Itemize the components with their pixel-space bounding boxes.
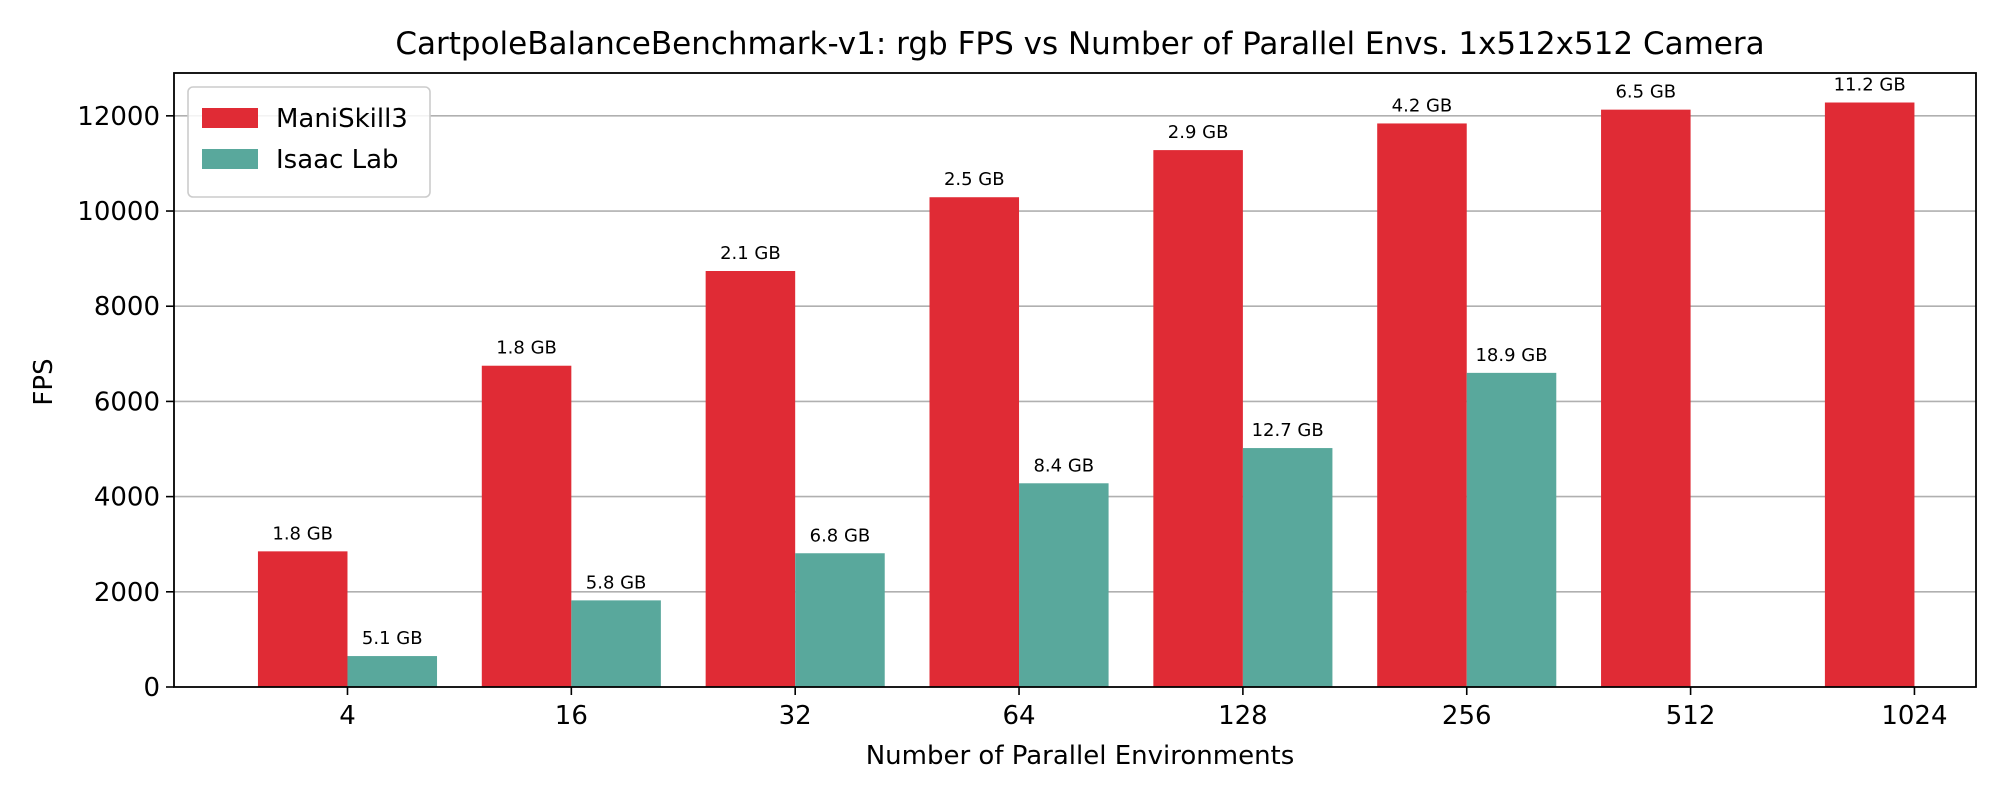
x-tick-label: 256: [1442, 701, 1492, 731]
plot-frame: [173, 72, 1977, 688]
bar: [481, 365, 572, 687]
bar: [1019, 483, 1109, 687]
x-tick-label: 32: [779, 701, 812, 731]
y-tick-label: 4000: [94, 483, 160, 513]
bar-value-label: 5.8 GB: [586, 572, 647, 593]
legend-entry-label: Isaac Lab: [276, 145, 399, 175]
bars: [257, 102, 1915, 688]
bar-value-label: 6.8 GB: [810, 525, 871, 546]
bar-value-label: 4.2 GB: [1392, 95, 1453, 116]
x-tick-label: 64: [1002, 701, 1035, 731]
y-tick-label: 8000: [94, 292, 160, 322]
y-axis-label: FPS: [29, 358, 59, 405]
y-tick-label: 2000: [94, 578, 160, 608]
x-tick-label: 512: [1666, 701, 1716, 731]
x-tick-label: 4: [339, 701, 356, 731]
bar-value-label: 8.4 GB: [1033, 455, 1094, 476]
y-tick-label: 6000: [94, 387, 160, 417]
bar-value-labels: 1.8 GB 1.8 GB 2.1 GB 2.5 GB 2.9 GB 4.2 GB 6.5 …: [272, 75, 1905, 650]
legend-swatch: [202, 108, 258, 128]
bar: [1601, 109, 1691, 688]
x-axis-label: Number of Parallel Environments: [866, 741, 1295, 771]
bar-value-label: 6.5 GB: [1615, 82, 1676, 103]
legend-entry-label: ManiSkill3: [276, 104, 408, 134]
y-tick-label: 0: [143, 673, 160, 703]
legend-swatch: [202, 149, 258, 169]
x-tick-label: 128: [1218, 701, 1268, 731]
bar: [257, 551, 348, 687]
bar: [795, 553, 885, 687]
bar: [929, 197, 1020, 687]
legend: ManiSkill3 Isaac Lab: [187, 86, 431, 198]
bar: [705, 271, 796, 687]
bar-value-label: 2.9 GB: [1168, 122, 1229, 143]
x-tick-label: 1024: [1881, 701, 1947, 731]
bar-value-label: 1.8 GB: [496, 338, 557, 359]
bar-value-label: 12.7 GB: [1252, 420, 1324, 441]
bar: [571, 600, 661, 687]
y-axis: 0 2000 4000 6000 8000 10000 12000: [77, 102, 174, 703]
bar: [1466, 372, 1557, 687]
y-tick-label: 10000: [77, 197, 160, 227]
bar: [1153, 150, 1243, 687]
bar: [347, 656, 438, 687]
bar: [1377, 123, 1467, 688]
bar-value-label: 11.2 GB: [1834, 75, 1906, 96]
chart-title: CartpoleBalanceBenchmark-v1: rgb FPS vs …: [395, 26, 1764, 62]
bar: [1824, 102, 1915, 688]
x-axis: 4 16 32 64 128 256 512 1024: [339, 687, 1948, 731]
y-tick-label: 12000: [77, 102, 160, 132]
bar-value-label: 5.1 GB: [362, 628, 423, 649]
bar-value-label: 1.8 GB: [272, 523, 333, 544]
bar-value-label: 18.9 GB: [1475, 345, 1547, 366]
bar: [1242, 448, 1333, 687]
bar-value-label: 2.5 GB: [944, 169, 1005, 190]
x-tick-label: 16: [555, 701, 588, 731]
bar-value-label: 2.1 GB: [720, 243, 781, 264]
